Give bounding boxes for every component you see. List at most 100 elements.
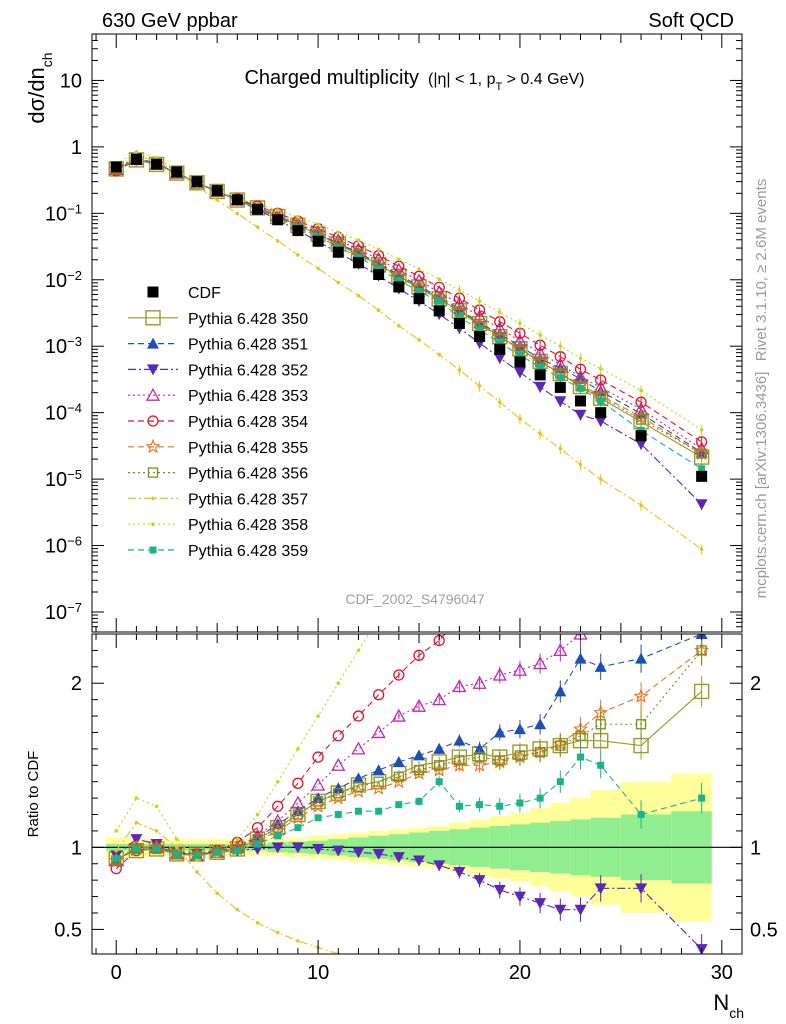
ratio-point — [514, 750, 526, 761]
ratio-point — [538, 988, 542, 992]
data-point — [556, 374, 564, 382]
x-tick-label: 10 — [307, 962, 329, 984]
ratio-point — [437, 974, 441, 978]
ratio-point — [377, 962, 381, 966]
ratio-point — [154, 804, 159, 809]
legend-label: Pythia 6.428 358 — [188, 517, 308, 534]
chart-title: Charged multiplicity — [244, 67, 419, 89]
data-point — [191, 176, 203, 188]
y-tick-exponent: −2 — [67, 267, 82, 282]
data-point — [354, 253, 362, 261]
x-axis-label: Nch — [713, 990, 744, 1021]
ratio-point — [637, 811, 645, 819]
legend-label: Pythia 6.428 357 — [188, 491, 308, 508]
ratio-point — [700, 997, 704, 1001]
data-point — [376, 247, 381, 252]
ratio-point — [397, 967, 401, 971]
ratio-point — [594, 660, 607, 672]
data-point — [476, 326, 484, 334]
ratio-frame — [91, 633, 743, 955]
data-point — [578, 462, 583, 467]
title-cuts: (|η| < 1, pT > 0.4 GeV) — [428, 71, 584, 93]
ratio-point — [458, 977, 462, 981]
data-point — [376, 308, 381, 313]
data-point — [375, 265, 383, 273]
ratio-point — [272, 800, 284, 812]
ratio-point — [596, 498, 606, 508]
data-point — [554, 396, 567, 408]
ratio-point — [233, 847, 241, 855]
ratio-point — [493, 885, 506, 896]
ratio-point — [434, 760, 445, 771]
ratio-point — [314, 814, 322, 822]
ratio-point — [492, 667, 507, 681]
ratio-point — [351, 741, 366, 755]
data-point — [699, 428, 704, 432]
data-point — [695, 499, 708, 511]
y-axis-label: dσ/dnch — [24, 52, 55, 123]
legend-label: Pythia 6.428 354 — [188, 414, 308, 431]
y-axis-label-sub: ch — [39, 52, 55, 67]
ratio-point — [535, 547, 545, 557]
data-point — [513, 367, 526, 379]
ratio-point — [555, 531, 565, 541]
ratio-point — [312, 751, 324, 763]
ratio-point — [559, 320, 563, 324]
data-point — [597, 397, 605, 405]
ratio-point — [251, 821, 264, 834]
ratio-point — [435, 778, 443, 786]
y-tick-label: 10−5 — [45, 467, 82, 492]
x-axis-label-sub: ch — [729, 1005, 744, 1021]
ratio-point — [599, 255, 603, 259]
x-tick-label: 0 — [111, 962, 122, 984]
ratio-point — [597, 761, 605, 769]
ratio-point — [271, 842, 284, 854]
ratio-point — [636, 481, 646, 491]
ratio-point — [296, 939, 300, 943]
series-cdf — [110, 153, 708, 482]
y-tick-label: 1 — [71, 137, 82, 159]
ratio-point — [195, 858, 199, 863]
data-point — [417, 267, 421, 271]
ratio-point — [476, 801, 484, 809]
ratio-point — [174, 845, 179, 850]
ratio-point — [275, 930, 280, 935]
ratio-point — [453, 734, 466, 746]
data-point — [639, 388, 643, 393]
ratio-point — [559, 990, 563, 994]
ratio-point — [334, 811, 342, 819]
ratio-point — [635, 719, 647, 730]
ratio-point — [371, 725, 386, 739]
y-tick-label: 10−1 — [45, 201, 82, 226]
data-point — [518, 321, 522, 326]
data-point — [534, 381, 547, 393]
data-point — [275, 208, 280, 212]
y-tick-exponent: −5 — [67, 467, 82, 482]
data-point — [252, 203, 264, 215]
ratio-point — [392, 852, 405, 864]
data-point — [151, 158, 163, 170]
ratio-point — [151, 843, 162, 855]
data-point — [437, 352, 442, 357]
title-cuts-b: > 0.4 GeV) — [502, 71, 584, 88]
legend-item: Pythia 6.428 353 — [128, 387, 308, 405]
ratio-series-10 — [112, 744, 706, 863]
ratio-point — [534, 898, 547, 910]
data-point — [518, 416, 522, 421]
ratio-point — [599, 993, 603, 997]
data-point — [296, 215, 300, 219]
y-tick-exponent: −3 — [67, 334, 82, 349]
data-point — [494, 343, 506, 355]
ratio-point — [579, 288, 583, 292]
ratio-point — [454, 755, 465, 766]
ratio-point — [332, 845, 345, 857]
ratio-point — [312, 796, 324, 807]
ratio-point — [478, 980, 482, 984]
legend-item: Pythia 6.428 358 — [128, 517, 308, 534]
ratio-point — [270, 813, 285, 827]
data-point — [696, 448, 707, 459]
data-point — [332, 246, 344, 258]
legend-marker — [151, 496, 155, 501]
ratio-point — [333, 788, 344, 799]
series-8 — [114, 153, 704, 555]
